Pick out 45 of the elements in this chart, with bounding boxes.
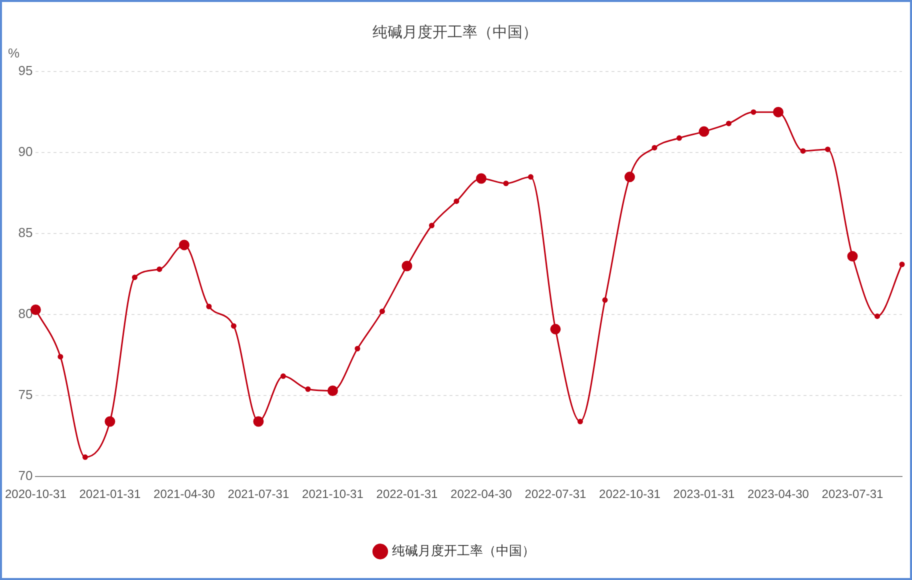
y-tick-label: 95 (18, 63, 33, 78)
x-tick-label: 2023-04-30 (748, 487, 810, 502)
point (800, 148, 806, 154)
x-tick-label: 2021-07-31 (228, 487, 290, 502)
point (454, 198, 460, 204)
y-tick-label: 80 (18, 306, 33, 322)
point (428, 222, 434, 228)
chart-title: 纯碱月度开工率（中国） (372, 22, 538, 41)
x-tick-label: 2022-10-31 (599, 487, 661, 502)
y-tick-label: 85 (18, 225, 33, 240)
point (652, 144, 658, 150)
x-tick-label: 2020-10-31 (4, 487, 67, 502)
x-tick-label: 2022-07-31 (524, 487, 586, 502)
point (82, 454, 88, 460)
point (726, 120, 732, 126)
x-tick-label: 2021-10-31 (302, 487, 364, 502)
x-tick-label: 2022-04-30 (450, 487, 512, 502)
point (577, 418, 583, 424)
y-tick-label: 90 (18, 144, 33, 160)
point (899, 262, 905, 268)
x-tick-label: 2023-07-31 (822, 487, 884, 502)
point (156, 266, 162, 272)
point (206, 304, 212, 310)
x-tick-label: 2021-01-31 (79, 487, 141, 502)
legend-label: 纯碱月度开工率（中国） (392, 543, 535, 558)
x-tick-label: 2022-01-31 (376, 487, 438, 502)
point (750, 109, 756, 115)
y-axis-title: % (8, 45, 20, 60)
point (528, 174, 534, 180)
point (874, 313, 880, 319)
point (280, 373, 286, 379)
y-tick-label: 70 (18, 468, 33, 484)
point (602, 297, 608, 303)
point (824, 146, 830, 152)
x-tick-label: 2021-04-30 (154, 487, 216, 502)
point (230, 323, 236, 329)
point (305, 386, 311, 392)
point (132, 274, 138, 280)
point (503, 180, 509, 186)
y-tick-label: 75 (18, 387, 33, 402)
point (354, 346, 360, 352)
point (676, 135, 682, 141)
point (58, 354, 64, 360)
point (379, 308, 385, 314)
x-tick-label: 2023-01-31 (673, 487, 735, 502)
